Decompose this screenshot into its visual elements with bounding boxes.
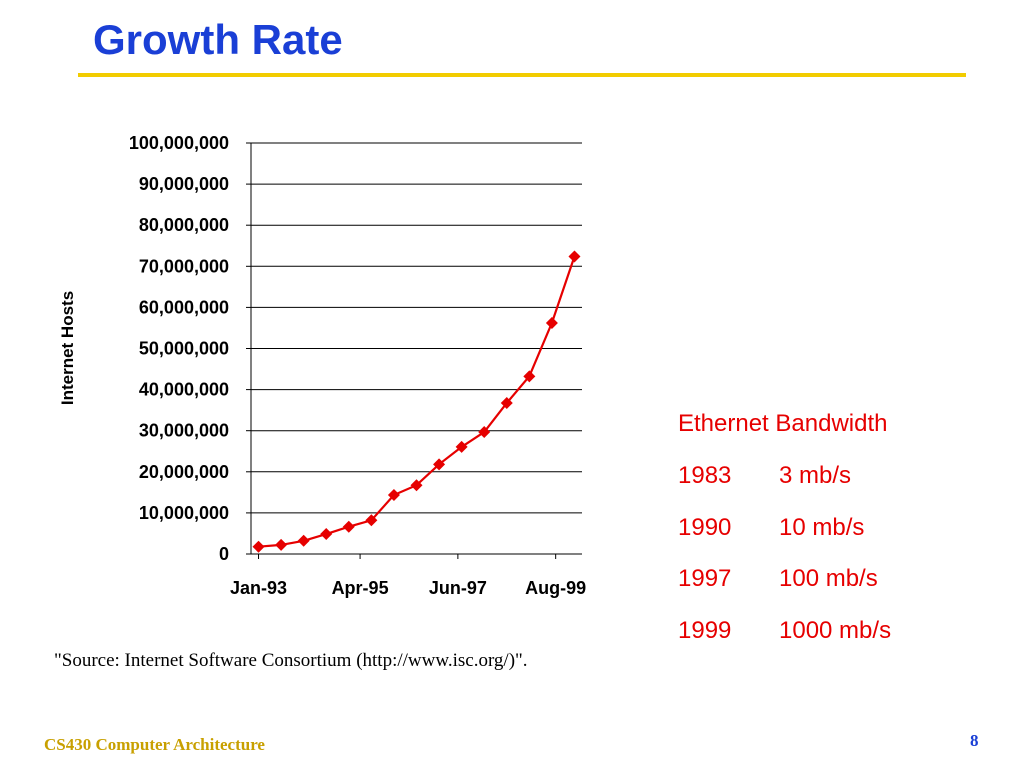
data-point-marker xyxy=(342,520,355,533)
series-layer xyxy=(252,250,581,553)
data-point-marker xyxy=(478,426,491,439)
data-point-marker xyxy=(433,458,446,471)
y-axis-label: Internet Hosts xyxy=(58,291,77,405)
data-point-marker xyxy=(568,250,581,263)
ethernet-row: 1997 100 mb/s xyxy=(678,563,891,615)
data-point-marker xyxy=(523,370,536,383)
ethernet-speed: 10 mb/s xyxy=(779,513,865,541)
ethernet-row: 1990 10 mb/s xyxy=(678,512,891,564)
y-tick-labels: 0 10,000,000 20,000,000 30,000,000 40,000,00… xyxy=(129,133,229,564)
y-tick-label: 100,000,000 xyxy=(129,133,229,153)
slide-title: Growth Rate xyxy=(93,16,343,63)
ethernet-row: 1983 3 mb/s xyxy=(678,460,891,512)
data-point-marker xyxy=(387,489,400,502)
y-tick-label: 10,000,000 xyxy=(139,503,229,523)
data-point-marker xyxy=(320,528,333,541)
series-line xyxy=(258,256,576,548)
y-tick-label: 20,000,000 xyxy=(139,462,229,482)
y-tick-label: 80,000,000 xyxy=(139,215,229,235)
x-tick-labels: Jan-93 Apr-95 Jun-97 Aug-99 xyxy=(230,578,586,598)
data-point-marker xyxy=(297,534,310,547)
title-underline xyxy=(78,73,966,77)
data-point-marker xyxy=(545,316,558,329)
y-tick-label: 0 xyxy=(219,544,229,564)
ethernet-year: 1983 xyxy=(678,462,732,489)
data-point-marker xyxy=(410,479,423,492)
x-tick-label: Jun-97 xyxy=(429,578,487,598)
ethernet-year: 1990 xyxy=(678,513,732,541)
data-point-marker xyxy=(365,514,378,527)
data-point-marker xyxy=(275,538,288,551)
y-tick-label: 40,000,000 xyxy=(139,380,229,400)
chart-gridlines xyxy=(251,142,582,514)
data-point-marker xyxy=(252,540,265,553)
ethernet-year: 1999 xyxy=(678,616,732,644)
course-footer: CS430 Computer Architecture xyxy=(44,735,265,754)
data-point-marker xyxy=(500,397,513,410)
x-tick-label: Jan-93 xyxy=(230,578,287,598)
ethernet-row: 1999 1000 mb/s xyxy=(678,615,891,667)
ethernet-bandwidth-title: Ethernet Bandwidth xyxy=(678,410,888,437)
ethernet-speed: 100 mb/s xyxy=(779,565,878,592)
source-citation: "Source: Internet Software Consortium (h… xyxy=(54,650,528,671)
y-tick-label: 50,000,000 xyxy=(139,339,229,359)
ethernet-speed: 3 mb/s xyxy=(779,462,852,489)
x-tick-label: Apr-95 xyxy=(332,578,389,598)
y-tick-label: 30,000,000 xyxy=(139,421,229,441)
ethernet-year: 1997 xyxy=(678,565,732,592)
y-tick-label: 60,000,000 xyxy=(139,297,229,317)
x-tick-label: Aug-99 xyxy=(525,578,586,598)
ethernet-bandwidth-list: Ethernet Bandwidth 1983 3 mb/s 1990 10 mb/… xyxy=(678,408,891,666)
y-tick-label: 70,000,000 xyxy=(139,256,229,276)
y-tick-label: 90,000,000 xyxy=(139,174,229,194)
ethernet-speed: 1000 mb/s xyxy=(779,616,892,644)
page-number: 8 xyxy=(970,731,979,750)
data-point-marker xyxy=(455,440,468,453)
chart-axes xyxy=(246,142,582,559)
internet-hosts-line-chart: 0 10,000,000 20,000,000 30,000,000 40,000,00… xyxy=(58,133,586,598)
